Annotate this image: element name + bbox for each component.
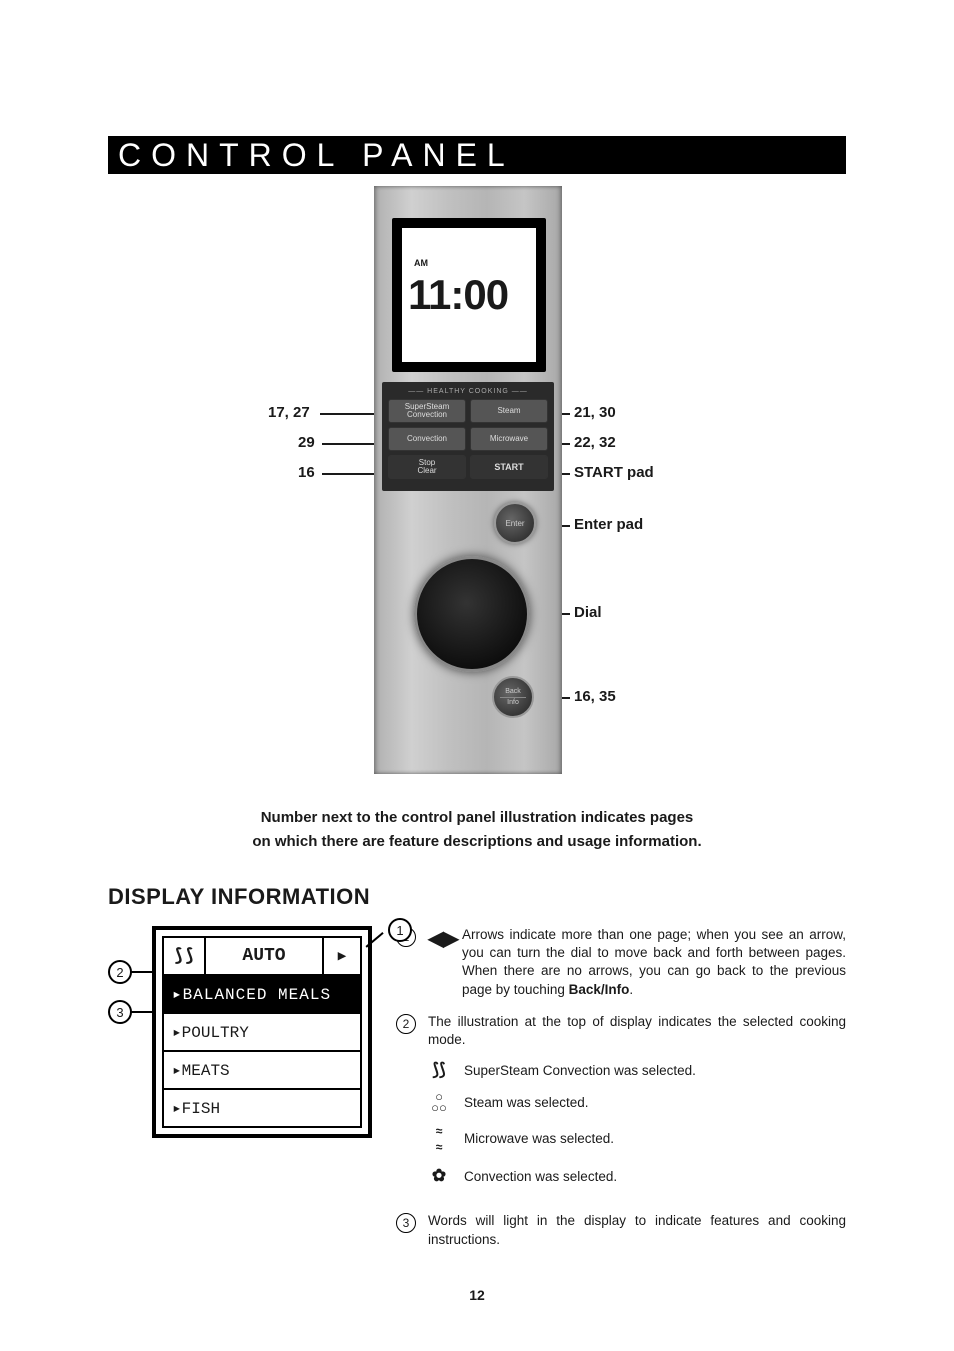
convection-desc: Convection was selected. [464, 1168, 617, 1186]
menu-poultry: ▸POULTRY [164, 1014, 360, 1052]
callout-22-32: 22, 32 [574, 434, 616, 451]
menu-meats: ▸MEATS [164, 1052, 360, 1090]
menu-balanced-meals: ▸BALANCED MEALS [164, 976, 360, 1014]
callout-2: 2 [108, 960, 132, 984]
dial[interactable] [414, 556, 530, 672]
microwave-desc: Microwave was selected. [464, 1130, 614, 1148]
lcd-example: 1 2 3 ⟆⟆ AUTO ▸ ▸BALANCED MEALS ▸POULTRY… [108, 926, 368, 1263]
callout-29: 29 [298, 434, 315, 451]
microwave-button[interactable]: Microwave [470, 427, 548, 451]
page-number: 12 [0, 1287, 954, 1303]
callout-1: 1 [388, 918, 412, 942]
steam-icon: ○○○ [428, 1092, 450, 1113]
arrow-right-icon: ▸ [324, 938, 360, 974]
callout-16: 16 [298, 464, 315, 481]
item-2-number: 2 [396, 1014, 416, 1034]
item-3-text: Words will light in the display to indic… [428, 1212, 846, 1248]
section-heading: DISPLAY INFORMATION [108, 884, 846, 910]
stop-clear-button[interactable]: StopClear [388, 455, 466, 479]
steam-button[interactable]: Steam [470, 399, 548, 423]
auto-label: AUTO [206, 938, 324, 974]
callout-16-35: 16, 35 [574, 688, 616, 705]
ampm-indicator: AM [414, 258, 428, 268]
callout-17-27: 17, 27 [268, 404, 310, 421]
control-panel: AM 11:00 —— HEALTHY COOKING —— SuperStea… [374, 186, 562, 774]
healthy-cooking-label: —— HEALTHY COOKING —— [382, 386, 554, 399]
callout-line [130, 971, 152, 973]
menu-fish: ▸FISH [164, 1090, 360, 1126]
steam-desc: Steam was selected. [464, 1094, 589, 1112]
convection-button[interactable]: Convection [388, 427, 466, 451]
caption: Number next to the control panel illustr… [108, 806, 846, 854]
callout-dial: Dial [574, 604, 602, 621]
lcd-display: AM 11:00 [392, 218, 546, 372]
title-bar: CONTROL PANEL [108, 136, 846, 174]
steam-icon: ⟆⟆ [164, 938, 206, 974]
page-title: CONTROL PANEL [118, 137, 515, 174]
clock-time: 11:00 [408, 271, 508, 319]
callout-21-30: 21, 30 [574, 404, 616, 421]
supersteam-icon: ⟆⟆ [428, 1059, 450, 1082]
item-3-number: 3 [396, 1213, 416, 1233]
display-info-descriptions: 1 ◀▶ Arrows indicate more than one page;… [396, 926, 846, 1263]
supersteam-desc: SuperSteam Convection was selected. [464, 1062, 696, 1080]
enter-pad[interactable]: Enter [494, 502, 536, 544]
callout-start-pad: START pad [574, 464, 654, 481]
convection-icon: ✿ [428, 1165, 450, 1188]
item-2-text: The illustration at the top of display i… [428, 1013, 846, 1198]
start-button[interactable]: START [470, 455, 548, 479]
item-1-text: Arrows indicate more than one page; when… [462, 926, 846, 999]
supersteam-button[interactable]: SuperSteamConvection [388, 399, 466, 423]
microwave-icon: ≈≈ [428, 1123, 450, 1155]
callout-enter-pad: Enter pad [574, 516, 643, 533]
callout-3: 3 [108, 1000, 132, 1024]
button-block: —— HEALTHY COOKING —— SuperSteamConvecti… [382, 382, 554, 491]
callout-line [130, 1011, 152, 1013]
back-info-pad[interactable]: Back Info [492, 676, 534, 718]
arrows-icon: ◀▶ [428, 926, 450, 999]
control-panel-illustration: 17, 27 29 16 21, 30 22, 32 START pad Ent… [108, 186, 846, 786]
